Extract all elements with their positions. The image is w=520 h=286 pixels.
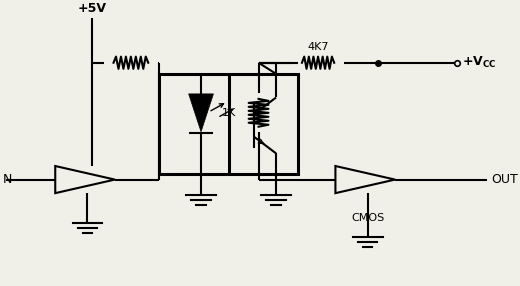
Text: +V$_\mathregular{CC}$: +V$_\mathregular{CC}$ (462, 55, 497, 70)
Bar (159, 74, 298, 174)
Polygon shape (189, 94, 213, 132)
Text: +5V: +5V (78, 3, 107, 15)
Text: 1K: 1K (222, 108, 236, 118)
Text: CMOS: CMOS (351, 212, 384, 223)
Text: N: N (3, 173, 12, 186)
Text: OUT: OUT (491, 173, 518, 186)
Text: 4K7: 4K7 (307, 41, 329, 51)
